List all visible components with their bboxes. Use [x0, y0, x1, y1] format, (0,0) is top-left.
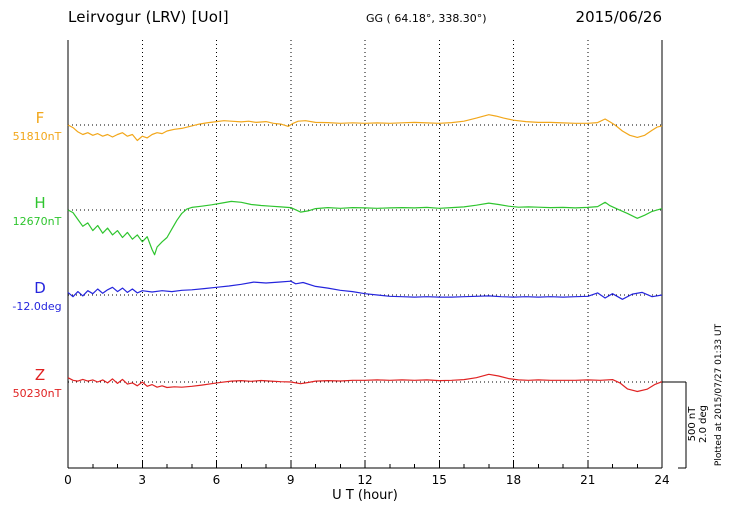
baseline-value-H: 12670nT: [12, 215, 62, 228]
tick-label-18: 18: [506, 473, 521, 487]
trace-Z: [67, 373, 663, 393]
x-axis-title: U T (hour): [332, 488, 398, 503]
baseline-value-D: -12.0deg: [12, 300, 62, 313]
tick-label-9: 9: [287, 473, 295, 487]
scale-bar-label: 500 nT 2.0 deg: [687, 405, 709, 443]
tick-label-21: 21: [580, 473, 595, 487]
baseline-value-F: 51810nT: [12, 130, 62, 143]
trace-F: [67, 114, 663, 142]
tick-label-12: 12: [357, 473, 372, 487]
trace-H: [67, 200, 663, 256]
tick-label-3: 3: [138, 473, 146, 487]
component-label-H: H: [34, 194, 46, 212]
component-label-D: D: [34, 279, 46, 297]
component-label-Z: Z: [34, 366, 46, 384]
geo-coords: GG ( 64.18°, 338.30°): [366, 12, 487, 25]
plot-date: 2015/06/26: [575, 8, 662, 26]
tick-label-15: 15: [432, 473, 447, 487]
component-label-F: F: [35, 109, 45, 127]
tick-label-6: 6: [213, 473, 221, 487]
tick-label-24: 24: [654, 473, 669, 487]
scale-label-nt: 500 nT: [687, 406, 698, 442]
station-title: Leirvogur (LRV) [UoI]: [68, 8, 229, 26]
baseline-value-Z: 50230nT: [12, 387, 62, 400]
trace-D: [67, 280, 663, 300]
scale-label-deg: 2.0 deg: [698, 405, 709, 443]
plotted-at-note: Plotted at 2015/07/27 01:33 UT: [714, 323, 724, 467]
tick-label-0: 0: [64, 473, 72, 487]
